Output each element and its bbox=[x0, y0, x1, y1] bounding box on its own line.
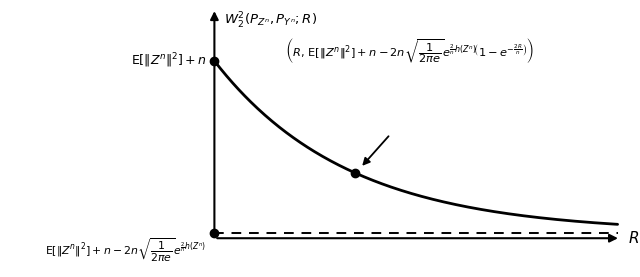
Text: $R$: $R$ bbox=[628, 230, 639, 246]
Text: $\mathrm{E}[\|Z^n\|^2] + n - 2n\sqrt{\dfrac{1}{2\pi e}}e^{\frac{2}{n}h(Z^n)}$: $\mathrm{E}[\|Z^n\|^2] + n - 2n\sqrt{\df… bbox=[45, 237, 207, 265]
Text: $\left(R,\,\mathrm{E}[\|Z^n\|^2] + n - 2n\sqrt{\dfrac{1}{2\pi e}}e^{\frac{2}{n}h: $\left(R,\,\mathrm{E}[\|Z^n\|^2] + n - 2… bbox=[285, 36, 534, 65]
Text: $\mathrm{E}[\|Z^n\|^2] + n$: $\mathrm{E}[\|Z^n\|^2] + n$ bbox=[131, 52, 207, 70]
Text: $W_2^2(P_{Z^n}, P_{Y^n}; R)$: $W_2^2(P_{Z^n}, P_{Y^n}; R)$ bbox=[224, 11, 317, 31]
